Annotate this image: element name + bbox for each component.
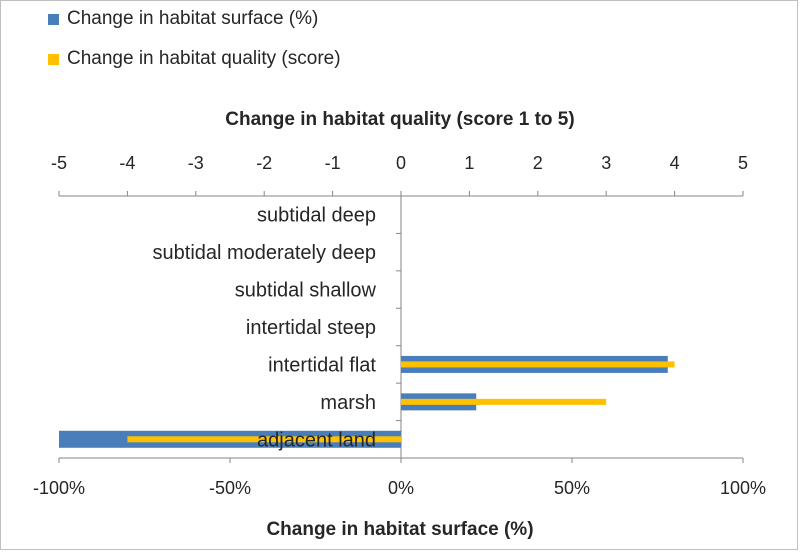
top-axis-title: Change in habitat quality (score 1 to 5) xyxy=(225,109,574,130)
category-label: subtidal deep xyxy=(257,205,376,227)
legend-item-quality: Change in habitat quality (score) xyxy=(48,48,341,70)
top-tick-label: 2 xyxy=(533,153,543,173)
top-tick-label: -3 xyxy=(188,153,204,173)
bottom-tick-label: -50% xyxy=(209,478,251,498)
top-tick-label: -1 xyxy=(325,153,341,173)
top-tick-label: -2 xyxy=(256,153,272,173)
legend-swatch-surface xyxy=(48,13,59,25)
top-tick-label: 0 xyxy=(396,153,406,173)
top-tick-label: -5 xyxy=(51,153,67,173)
category-label: intertidal flat xyxy=(268,354,376,376)
bottom-tick-label: 100% xyxy=(720,478,766,498)
category-label: intertidal steep xyxy=(246,317,376,339)
bar-quality xyxy=(401,361,675,368)
top-tick-label: 5 xyxy=(738,153,748,173)
legend-label-quality: Change in habitat quality (score) xyxy=(67,48,341,69)
top-tick-label: -4 xyxy=(119,153,135,173)
bar-quality xyxy=(127,436,402,443)
bottom-tick-label: 0% xyxy=(388,478,414,498)
top-tick-label: 1 xyxy=(464,153,474,173)
bottom-axis-title: Change in habitat surface (%) xyxy=(266,519,533,540)
bottom-tick-label: -100% xyxy=(33,478,85,498)
top-tick-label: 4 xyxy=(670,153,680,173)
legend-swatch-quality xyxy=(48,53,59,65)
top-tick-label: 3 xyxy=(601,153,611,173)
category-label: marsh xyxy=(320,392,376,414)
bottom-tick-label: 50% xyxy=(554,478,590,498)
category-label: subtidal moderately deep xyxy=(153,242,376,264)
legend-label-surface: Change in habitat surface (%) xyxy=(67,8,319,29)
bar-quality xyxy=(401,398,607,405)
category-label: subtidal shallow xyxy=(235,280,377,302)
category-label: adjacent land xyxy=(257,429,376,451)
legend-item-surface: Change in habitat surface (%) xyxy=(48,8,318,30)
